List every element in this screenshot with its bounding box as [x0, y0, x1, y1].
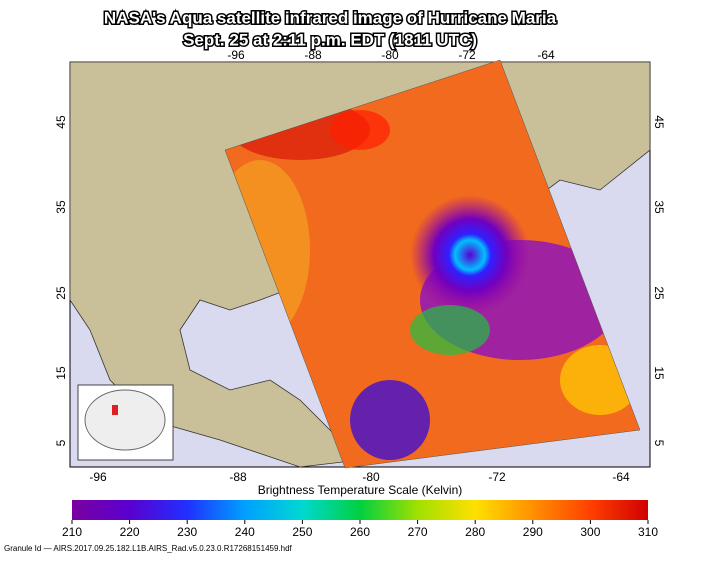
latitude-label: 15 [652, 366, 666, 380]
latitude-label: 5 [652, 440, 666, 447]
longitude-label: -72 [488, 470, 506, 484]
longitude-label: -96 [89, 470, 107, 484]
latitude-label: 25 [54, 286, 68, 300]
colorbar [72, 500, 648, 520]
latitude-label: 35 [54, 200, 68, 214]
granule-id: Granule Id — AIRS.2017.09.25.182.L1B.AIR… [4, 544, 293, 553]
colorbar-tick-label: 260 [350, 525, 370, 539]
latitude-label: 45 [54, 115, 68, 129]
colorbar-tick-label: 290 [523, 525, 543, 539]
latitude-label: 45 [652, 115, 666, 129]
colorbar-tick-label: 280 [465, 525, 485, 539]
latitude-label: 25 [652, 286, 666, 300]
latitude-label: 5 [54, 439, 68, 446]
colorbar-tick-label: 310 [638, 525, 658, 539]
colorbar-tick-label: 210 [62, 525, 82, 539]
title-line: NASA's Aqua satellite infrared image of … [104, 8, 557, 27]
longitude-label: -88 [304, 48, 322, 62]
colorbar-tick-label: 270 [408, 525, 428, 539]
longitude-label: -80 [362, 470, 380, 484]
longitude-label: -64 [537, 48, 555, 62]
colorbar-tick-label: 220 [120, 525, 140, 539]
colorbar-label: Brightness Temperature Scale (Kelvin) [258, 483, 463, 497]
colorbar-tick-label: 240 [235, 525, 255, 539]
colorbar-tick-label: 230 [177, 525, 197, 539]
map [69, 59, 651, 469]
longitude-label: -96 [227, 48, 245, 62]
colorbar-tick-label: 250 [292, 525, 312, 539]
longitude-label: -80 [381, 48, 399, 62]
latitude-label: 15 [54, 366, 68, 380]
colorbar-tick-label: 300 [580, 525, 600, 539]
longitude-label: -88 [229, 470, 247, 484]
longitude-label: -72 [458, 48, 476, 62]
title-line: Sept. 25 at 2:11 p.m. EDT (1811 UTC) [183, 30, 477, 49]
latitude-label: 35 [652, 200, 666, 214]
longitude-label: -64 [612, 470, 630, 484]
